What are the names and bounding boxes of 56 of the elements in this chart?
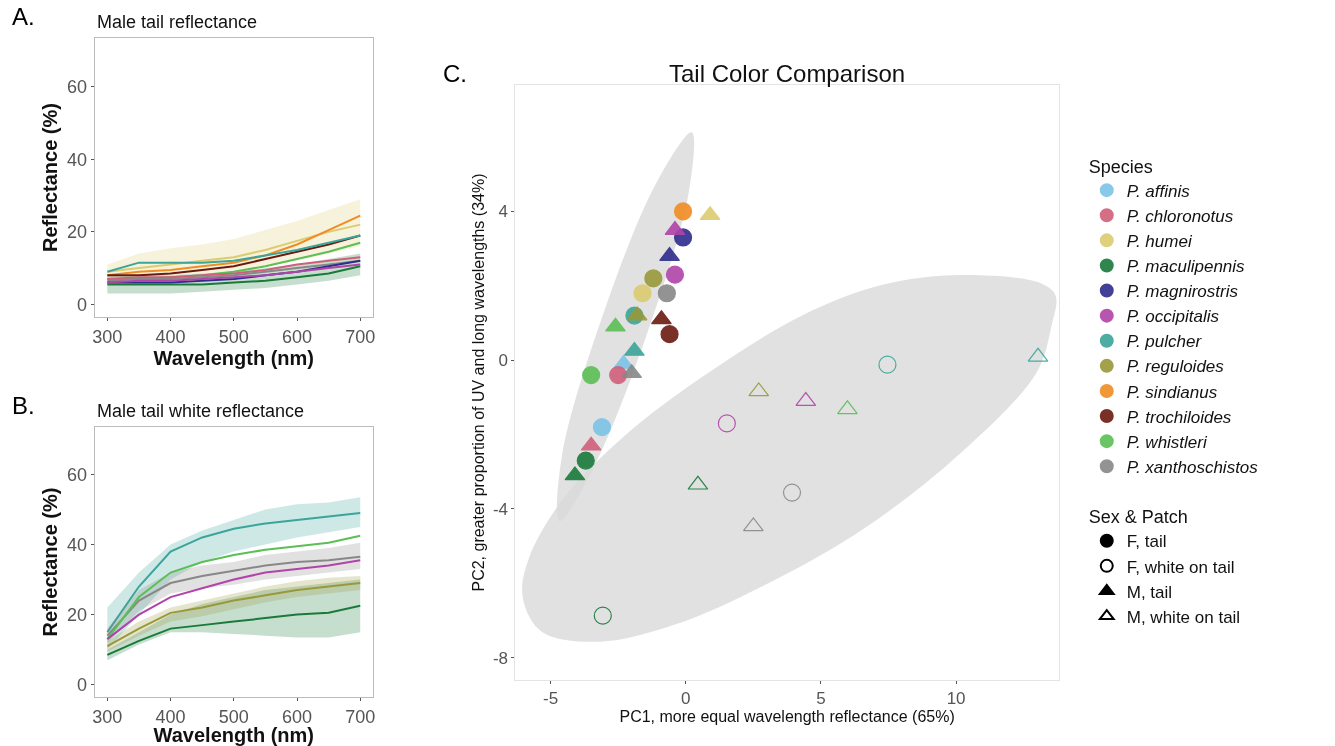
legend-label: F, white on tail — [1126, 557, 1235, 577]
x-tick-label: 400 — [155, 706, 186, 727]
legend-label: F, tail — [1126, 532, 1167, 552]
x-tick-label: 600 — [282, 706, 313, 727]
y-tick-label: -4 — [492, 499, 509, 519]
text: C. — [443, 60, 467, 87]
legend-label: P. sindianus — [1126, 382, 1218, 402]
x-tick-label: 0 — [681, 689, 691, 709]
legend-label: P. pulcher — [1126, 332, 1203, 352]
legend-label: M, tail — [1126, 582, 1173, 602]
y-axis-title: PC2, greater proportion of UV and long wavelengths (34%) — [469, 173, 487, 592]
x-axis-title: PC1, more equal wavelength reflectance (65%) — [619, 708, 955, 726]
legend-label: M, white on tail — [1126, 607, 1241, 627]
legend-label: P. whistleri — [1126, 432, 1208, 452]
y-tick-label: 20 — [67, 604, 88, 625]
chart-title: Male tail reflectance — [97, 12, 258, 32]
y-tick-label: 20 — [67, 222, 88, 243]
y-tick-label: 40 — [67, 149, 88, 170]
y-tick-label: 4 — [498, 202, 509, 222]
x-tick-label: 10 — [946, 689, 966, 709]
x-tick-label: 500 — [218, 706, 249, 727]
y-tick-label: 60 — [67, 464, 88, 485]
y-tick-label: 0 — [77, 294, 88, 315]
x-tick-label: 400 — [155, 326, 186, 347]
legend-label: P. occipitalis — [1126, 307, 1220, 327]
x-tick-label: 500 — [218, 326, 249, 347]
y-tick-label: 60 — [67, 77, 88, 98]
legend-label: P. chloronotus — [1126, 206, 1234, 226]
legend-label: P. xanthoschistos — [1126, 457, 1259, 477]
y-tick-label: -8 — [492, 648, 509, 668]
y-tick-label: 0 — [498, 351, 509, 371]
x-tick-label: -5 — [543, 689, 559, 709]
chart-title: Tail Color Comparison — [669, 60, 906, 87]
text: A. — [12, 3, 35, 30]
x-tick-label: 700 — [345, 706, 376, 727]
text: Species — [1088, 156, 1153, 177]
y-axis-title: Reflectance (%) — [38, 103, 61, 252]
y-tick-label: 0 — [77, 675, 88, 696]
legend-label: P. humei — [1126, 231, 1193, 251]
x-tick-label: 5 — [816, 689, 826, 709]
y-axis-title: Reflectance (%) — [38, 487, 61, 637]
chart-title: Male tail white reflectance — [97, 401, 305, 421]
x-tick-label: 300 — [92, 706, 123, 727]
legend-label: P. affinis — [1126, 181, 1191, 201]
x-tick-label: 600 — [282, 326, 313, 347]
text: Sex & Patch — [1088, 507, 1188, 528]
y-tick-label: 40 — [67, 534, 88, 555]
legend-label: P. trochiloides — [1126, 407, 1232, 427]
legend-label: P. reguloides — [1126, 357, 1225, 377]
legend-label: P. magnirostris — [1126, 282, 1239, 302]
legend-label: P. maculipennis — [1126, 257, 1246, 277]
x-tick-label: 300 — [92, 326, 123, 347]
text: B. — [12, 392, 35, 419]
x-tick-label: 700 — [345, 326, 376, 347]
x-axis-title: Wavelength (nm) — [153, 346, 314, 369]
x-axis-title: Wavelength (nm) — [153, 724, 314, 746]
